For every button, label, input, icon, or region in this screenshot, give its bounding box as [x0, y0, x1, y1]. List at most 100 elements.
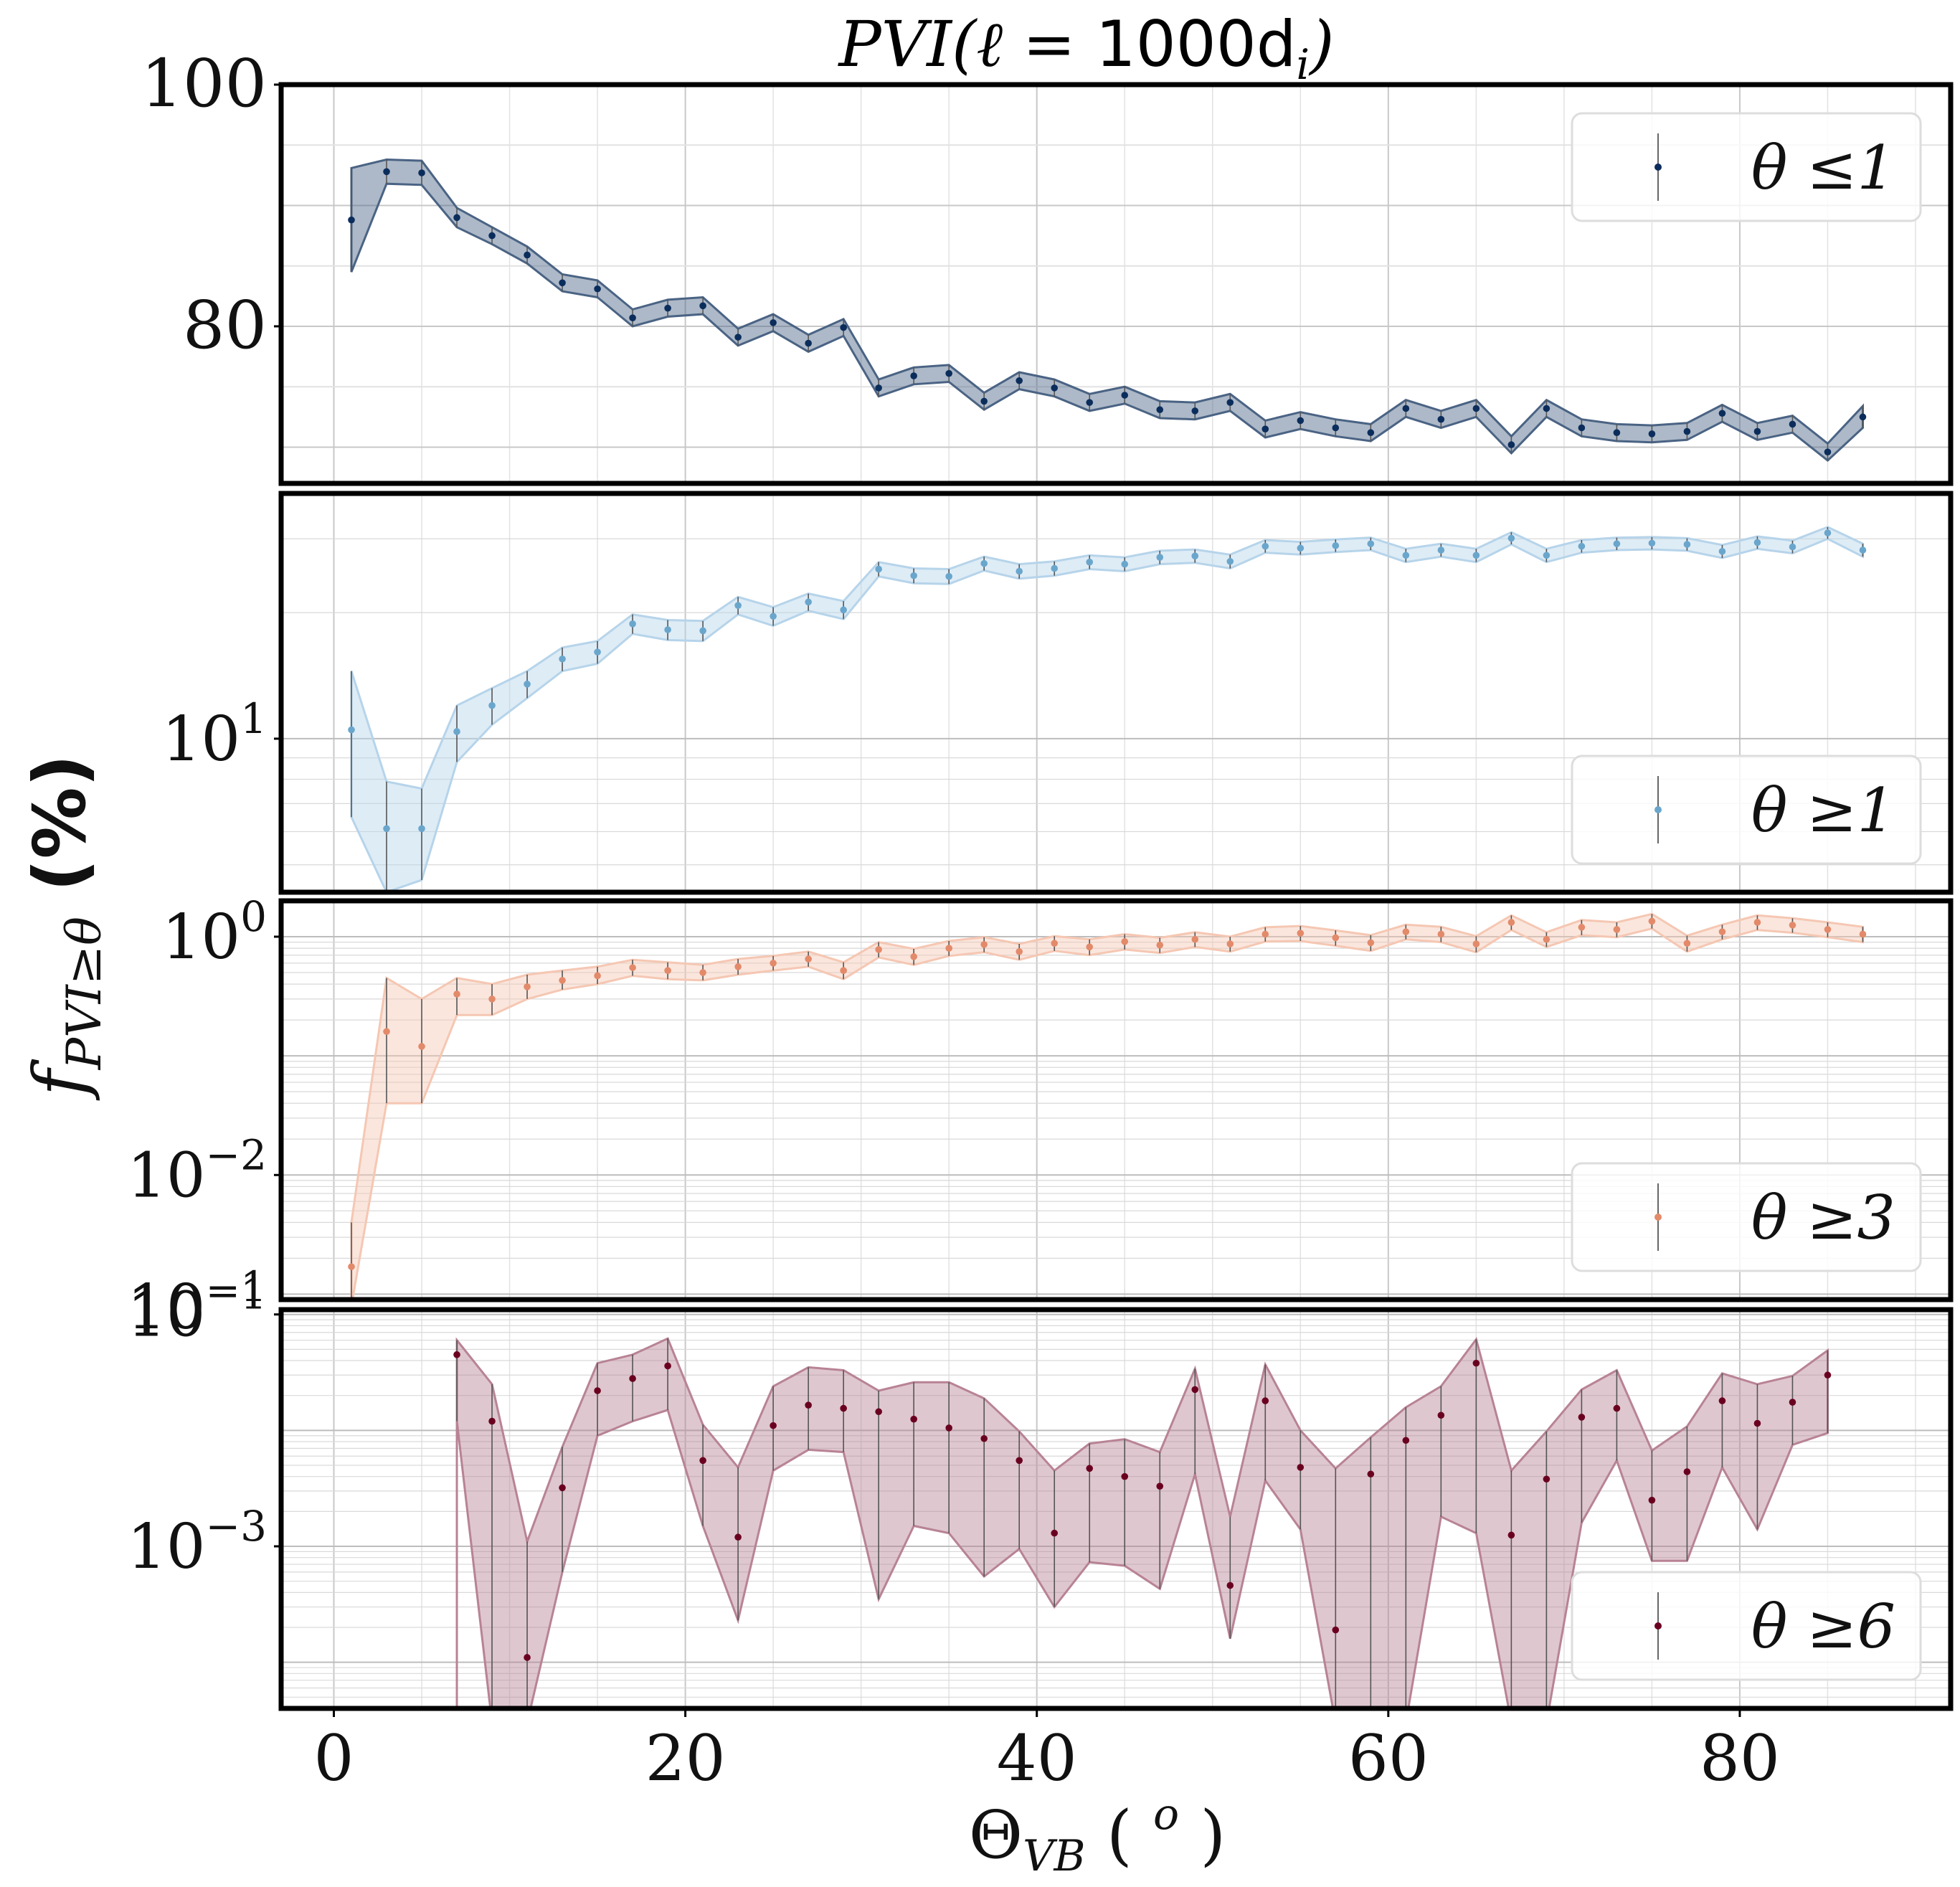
data-point	[453, 1351, 460, 1358]
data-point	[1437, 547, 1445, 554]
legend-box	[1571, 755, 1922, 865]
data-point	[488, 995, 496, 1003]
panel-frame	[278, 491, 1954, 895]
data-point	[1472, 940, 1480, 947]
data-point	[734, 334, 742, 341]
panel-frame	[278, 898, 1954, 1302]
data-point	[559, 977, 566, 984]
data-point	[1824, 448, 1832, 455]
data-point	[1191, 1386, 1199, 1394]
data-point	[1543, 405, 1551, 412]
legend: θ ≥3	[1571, 1162, 1922, 1272]
data-point	[840, 323, 847, 331]
data-point	[1753, 427, 1761, 435]
data-point	[699, 969, 706, 976]
data-point	[1543, 1475, 1551, 1483]
data-point	[980, 1434, 988, 1442]
data-point	[629, 314, 636, 321]
data-point	[1578, 924, 1586, 931]
data-point	[1824, 926, 1832, 933]
data-point	[594, 972, 601, 980]
y-tick-label: 10−1	[127, 1262, 267, 1343]
data-point	[1753, 1419, 1761, 1427]
data-point	[1789, 543, 1796, 551]
data-point	[945, 1424, 952, 1432]
data-point	[594, 648, 601, 656]
data-point	[383, 825, 390, 833]
x-tick-label: 60	[1348, 1721, 1429, 1795]
data-point	[1578, 1414, 1586, 1421]
data-point	[1648, 539, 1656, 547]
data-point	[453, 214, 460, 222]
data-point	[1191, 552, 1199, 559]
legend-marker	[1654, 1214, 1662, 1221]
data-point	[453, 990, 460, 998]
data-point	[770, 960, 777, 967]
x-tick-label: 20	[645, 1721, 726, 1795]
data-point	[664, 304, 671, 312]
data-point	[1683, 427, 1691, 435]
data-point	[699, 1457, 706, 1465]
data-point	[488, 232, 496, 240]
data-point	[418, 169, 425, 176]
data-point	[1543, 552, 1551, 559]
y-tick-label: 100	[141, 45, 267, 122]
data-point	[488, 701, 496, 709]
data-point	[1332, 424, 1340, 432]
data-point	[945, 572, 952, 580]
panel-frame	[278, 1307, 1954, 1711]
data-point	[1015, 567, 1023, 575]
panel-2: 101 θ ≥1	[162, 491, 1954, 895]
panel-4: 10−1 10−3 θ ≥6	[127, 1270, 1954, 1711]
x-axis: 0 20 40 60 80	[314, 1708, 1780, 1795]
data-point	[1332, 541, 1340, 549]
data-point	[699, 627, 706, 635]
data-point	[1437, 415, 1445, 423]
data-point	[805, 598, 812, 606]
data-point	[1086, 399, 1094, 406]
x-tick-label: 80	[1700, 1721, 1780, 1795]
data-point	[1051, 940, 1059, 947]
panel-3: 100 10−2 10−1 θ ≥3	[127, 892, 1954, 1343]
data-point	[1789, 1399, 1796, 1406]
legend-box	[1571, 1571, 1922, 1681]
data-point	[1297, 930, 1305, 937]
data-point	[1261, 542, 1269, 550]
data-point	[418, 825, 425, 833]
legend-marker	[1654, 1622, 1662, 1630]
data-point	[383, 168, 390, 176]
data-point	[1121, 560, 1129, 568]
data-point	[1051, 1529, 1059, 1537]
data-point	[1297, 417, 1305, 425]
legend-box	[1571, 1162, 1922, 1272]
data-point	[1648, 917, 1656, 925]
data-point	[629, 1375, 636, 1382]
data-point	[840, 606, 847, 614]
data-point	[1648, 430, 1656, 438]
data-point	[1683, 541, 1691, 548]
panel-frame	[278, 82, 1954, 486]
data-point	[1297, 1464, 1305, 1471]
data-point	[1191, 935, 1199, 943]
data-point	[594, 285, 601, 293]
data-point	[1191, 407, 1199, 415]
data-point	[664, 967, 671, 974]
data-point	[1261, 425, 1269, 432]
data-point	[1226, 1581, 1234, 1589]
data-point	[770, 319, 777, 326]
data-point	[629, 620, 636, 628]
data-point	[1156, 1482, 1164, 1490]
data-point	[1859, 413, 1867, 421]
data-point	[1121, 938, 1129, 945]
data-point	[1718, 410, 1726, 417]
data-point	[664, 1362, 671, 1370]
data-point	[524, 983, 531, 990]
data-point	[1367, 540, 1375, 547]
data-point	[875, 384, 882, 392]
data-point	[348, 1263, 355, 1270]
data-point	[910, 953, 917, 960]
data-point	[1051, 564, 1059, 572]
data-point	[770, 613, 777, 620]
series-1	[348, 158, 1867, 462]
